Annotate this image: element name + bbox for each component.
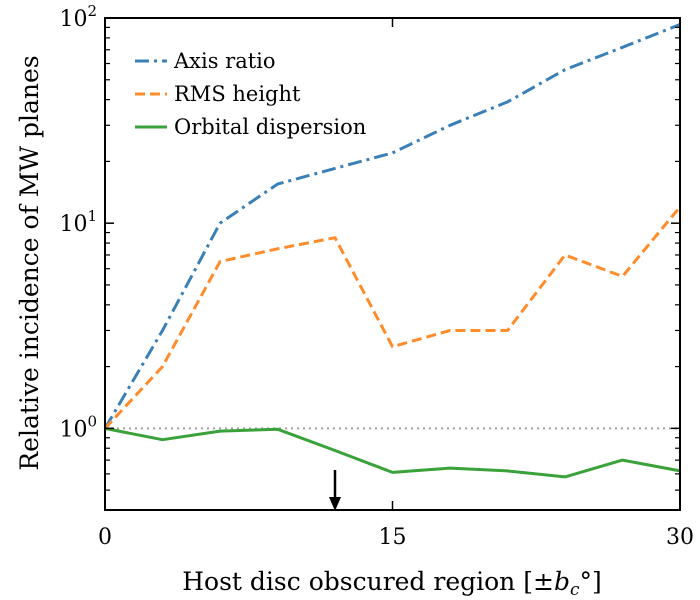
x-tick-label: 30: [666, 525, 694, 550]
legend-label-3: Orbital dispersion: [174, 115, 366, 139]
x-tick-label: 15: [379, 525, 407, 550]
legend-label-2: RMS height: [174, 82, 301, 106]
y-axis-label: Relative incidence of MW planes: [15, 55, 44, 470]
y-tick-label: 101: [59, 207, 97, 237]
arrow-head: [329, 497, 341, 511]
legend-label-1: Axis ratio: [173, 49, 276, 73]
series-line-3: [104, 426, 681, 479]
x-axis-label: Host disc obscured region [±bc°]: [182, 567, 602, 600]
y-tick-label: 100: [59, 412, 97, 442]
y-tick-label: 102: [59, 2, 97, 32]
series-line-1: [103, 23, 681, 430]
series-line-2: [103, 205, 682, 430]
x-tick-label: 0: [98, 525, 112, 550]
plot-area: [103, 23, 682, 511]
axes: 0 15 30 100 101 102: [59, 2, 694, 550]
legend: Axis ratio RMS height Orbital dispersion: [135, 49, 366, 139]
